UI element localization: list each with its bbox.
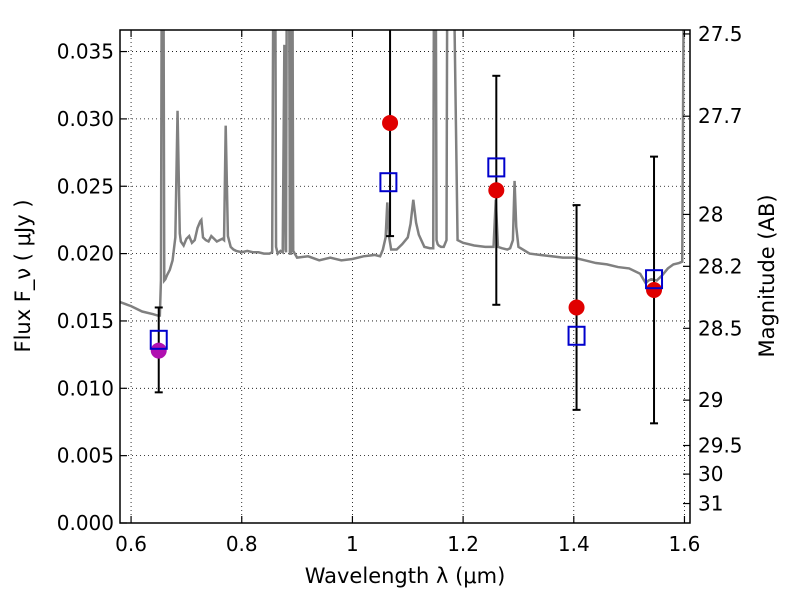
- y-tick-label: 0.025: [57, 174, 114, 198]
- errorbar-layer: [154, 30, 659, 425]
- model-point: [149, 329, 168, 350]
- plot-frame: [119, 29, 691, 524]
- y-tick-label: 0.000: [57, 511, 114, 535]
- observed-point: [382, 114, 399, 131]
- y-tick-label: 0.010: [57, 376, 114, 400]
- y-axis-ticks: 0.000 0.005 0.010 0.015 0.020 0.025 0.030 0.035: [57, 40, 127, 535]
- observed-point: [150, 342, 167, 359]
- x-tick-label: 1.2: [447, 532, 479, 556]
- spectrum-line: [120, 30, 685, 317]
- y2-tick-label: 31: [698, 492, 723, 516]
- y-tick-label: 0.005: [57, 444, 114, 468]
- y2-tick-label: 27.5: [698, 22, 743, 46]
- x-tick-label: 1.6: [669, 532, 701, 556]
- model-point: [645, 269, 664, 290]
- x-tick-label: 0.8: [226, 532, 258, 556]
- y2-tick-label: 29.5: [698, 433, 743, 457]
- y2-axis-label: Magnitude (AB): [755, 194, 779, 357]
- model-point: [567, 325, 586, 346]
- observed-point: [488, 182, 505, 199]
- model-point: [379, 172, 398, 193]
- observed-point: [646, 281, 663, 298]
- observed-point: [568, 299, 585, 316]
- y2-axis-ticks: 27.5 27.7 28 28.2 28.5 29 29.5 30 31: [683, 22, 743, 516]
- x-tick-label: 0.6: [115, 532, 147, 556]
- y-tick-label: 0.030: [57, 107, 114, 131]
- y2-tick-label: 28.2: [698, 254, 743, 278]
- x-tick-label: 1: [346, 532, 359, 556]
- y2-tick-label: 29: [698, 388, 723, 412]
- model-point: [487, 157, 506, 178]
- x-tick-label: 1.4: [558, 532, 590, 556]
- y2-tick-label: 30: [698, 462, 723, 486]
- grid-layer: [120, 30, 690, 523]
- y2-tick-label: 28.5: [698, 316, 743, 340]
- marker-layer: [150, 114, 663, 359]
- y-tick-label: 0.020: [57, 242, 114, 266]
- model-square-layer: [149, 157, 664, 350]
- y-tick-label: 0.035: [57, 40, 114, 64]
- x-axis-ticks: 0.6 0.8 1 1.2 1.4 1.6: [115, 30, 700, 556]
- y2-tick-label: 28: [698, 202, 723, 226]
- y-tick-label: 0.015: [57, 309, 114, 333]
- y-axis-label: Flux F_ν ( μJy ): [11, 199, 36, 352]
- y2-tick-label: 27.7: [698, 104, 743, 128]
- x-axis-label: Wavelength λ (μm): [305, 564, 506, 588]
